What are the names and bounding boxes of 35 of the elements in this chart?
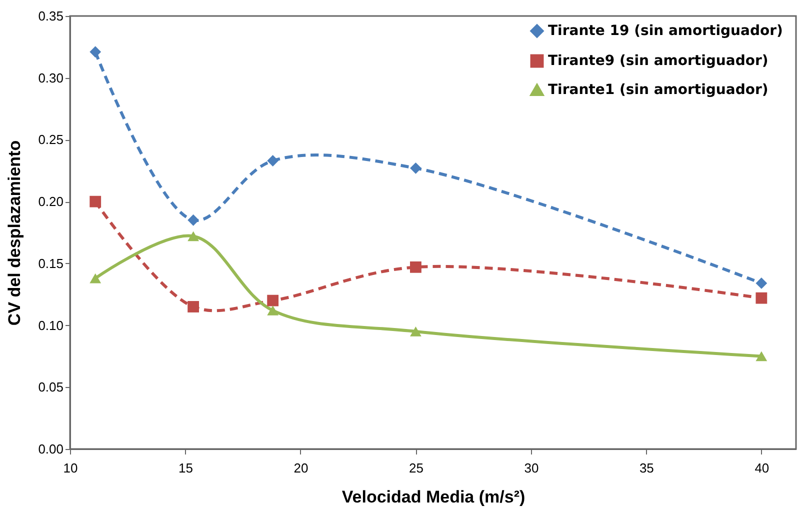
point bbox=[90, 273, 102, 284]
y-tick-label: 0.15 bbox=[38, 256, 64, 271]
y-tick-label: 0.00 bbox=[38, 442, 64, 456]
y-axis-title: CV del desplazamiento bbox=[5, 140, 24, 326]
legend-label: Tirante 19 (sin amortiguador) bbox=[548, 23, 783, 39]
point bbox=[90, 196, 102, 208]
point bbox=[267, 294, 279, 306]
x-tick-label: 35 bbox=[639, 460, 654, 476]
legend-label: Tirante9 (sin amortiguador) bbox=[548, 53, 768, 69]
legend-label: Tirante1 (sin amortiguador) bbox=[548, 82, 768, 98]
point bbox=[267, 155, 279, 166]
x-tick-label: 30 bbox=[524, 460, 539, 476]
point bbox=[756, 278, 768, 289]
y-tick-label: 0.10 bbox=[38, 318, 64, 333]
y-tick-label: 0.35 bbox=[38, 8, 64, 24]
x-tick-label: 25 bbox=[408, 460, 424, 476]
point bbox=[267, 306, 279, 316]
y-tick-label: 0.25 bbox=[38, 132, 64, 148]
point bbox=[756, 351, 768, 362]
point bbox=[188, 301, 200, 312]
y-tick-label: 0.30 bbox=[38, 70, 64, 86]
y-tick-label: 0.20 bbox=[38, 194, 64, 210]
x-tick-label: 20 bbox=[294, 460, 308, 476]
point bbox=[188, 214, 200, 226]
y-tick-label: 0.05 bbox=[38, 380, 64, 395]
point bbox=[90, 46, 102, 58]
point bbox=[188, 231, 200, 242]
x-axis-title: Velocidad Media (m/s²) bbox=[342, 488, 526, 506]
point bbox=[410, 162, 422, 174]
point bbox=[410, 326, 422, 336]
x-tick-label: 15 bbox=[178, 460, 193, 476]
x-tick-label: 10 bbox=[63, 460, 78, 476]
point bbox=[410, 261, 422, 273]
x-tick-label: 40 bbox=[754, 460, 770, 476]
point bbox=[756, 292, 768, 304]
